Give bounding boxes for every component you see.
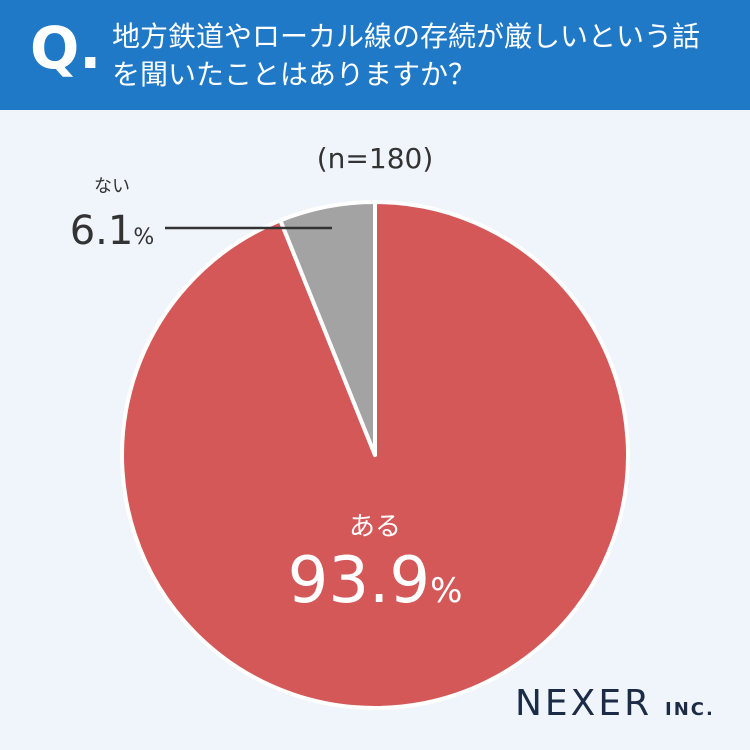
value-unit: %: [430, 571, 462, 611]
pie-slice: [278, 200, 377, 457]
question: 地方鉄道やローカル線の存続が厳しいという話を聞いたことはありますか？: [112, 20, 701, 91]
value-unit: %: [133, 225, 154, 250]
logo: NEXER: [515, 683, 652, 724]
value-label: 6.1%: [70, 208, 155, 254]
header: Q. 地方鉄道やローカル線の存続が厳しいという話を聞いたことはありますか？: [0, 0, 750, 110]
q-mark: Q.: [30, 14, 102, 82]
pie: [120, 200, 630, 710]
category-label: ない: [94, 176, 130, 197]
sample-size: (n=180): [317, 142, 434, 175]
value-number: 6.1: [70, 208, 134, 254]
logo-suffix: INC.: [665, 699, 715, 720]
value-number: 93.9: [288, 544, 431, 618]
category-label: ある: [349, 512, 401, 542]
value-label: 93.9%: [288, 544, 463, 618]
